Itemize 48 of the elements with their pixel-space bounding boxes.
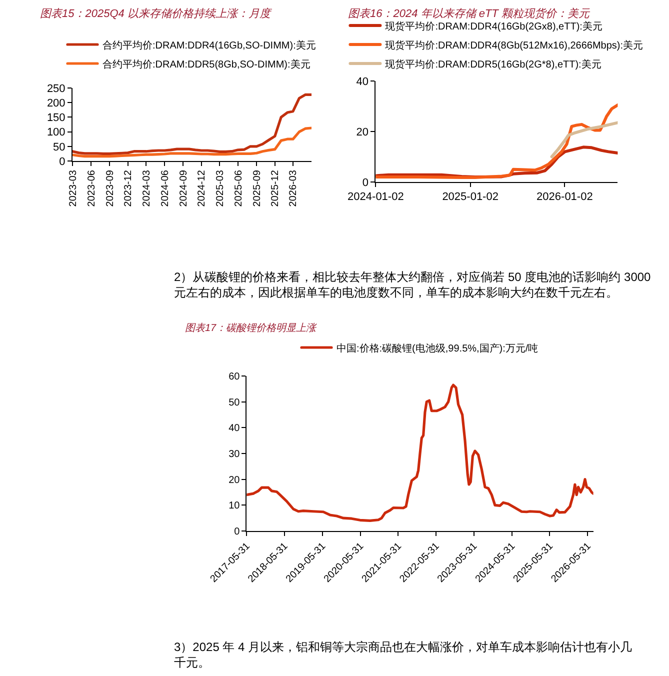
x-tick-label: 2025-01-02 (442, 191, 498, 204)
chart-title: 图表16：2024 年以来存储 eTT 颗粒现货价：美元 (348, 7, 590, 20)
x-tick-label: 2023-12 (123, 170, 134, 207)
legend-label: 现货平均价:DRAM:DDR4(8Gb(512Mx16),2666Mbps):美元 (385, 39, 644, 52)
line-series (376, 103, 618, 179)
y-tick-label: 20 (228, 474, 240, 486)
y-tick-label: 250 (46, 82, 66, 95)
legend-label: 合约平均价:DRAM:DDR4(16Gb,SO-DIMM):美元 (102, 39, 316, 52)
line-series (550, 121, 618, 158)
chart-title: 图表17：碳酸锂价格明显上涨 (185, 322, 318, 334)
legend-label: 中国:价格:碳酸锂(电池级,99.5%,国产):万元/吨 (336, 342, 538, 354)
text: 2）从碳酸锂的价格来看，相比较去年整体大约翻倍，对应倘若 50 度电池的话影响约 3000元左右的成本，因此根据单车的电池度数不同，单车的成本影响大约在数千元左右。 (174, 270, 652, 300)
text: 3）2025 年 4 月以来，铝和铜等大宗商品也在大幅涨价，对单车成本影响估计也有小几千元。 (174, 640, 632, 670)
y-tick-label: 60 (228, 372, 240, 382)
x-tick-label: 2025-03 (214, 170, 226, 207)
line-series (72, 93, 312, 155)
y-tick-label: 200 (46, 97, 66, 110)
chart-title: 图表15：2025Q4 以来存储价格持续上涨：月度 (40, 7, 272, 20)
y-tick-label: 100 (46, 126, 66, 139)
y-tick-label: 150 (46, 112, 66, 124)
y-tick-label: 20 (356, 126, 368, 138)
x-tick-label: 2026-01-02 (536, 191, 593, 204)
x-tick-label: 2024-09 (178, 170, 190, 207)
x-tick-label: 2024-03 (141, 170, 152, 207)
line-series (72, 126, 312, 158)
line-series (246, 384, 594, 522)
y-tick-label: 50 (53, 141, 66, 154)
x-tick-label: 2024-06 (160, 170, 171, 207)
legend-label: 合约平均价:DRAM:DDR5(8Gb,SO-DIMM):美元 (102, 58, 310, 70)
y-tick-label: 0 (234, 526, 240, 538)
x-tick-label: 2023-06 (86, 170, 98, 207)
x-tick-label: 2025-09 (252, 170, 263, 207)
y-tick-label: 50 (228, 397, 240, 408)
y-tick-label: 10 (228, 500, 240, 512)
y-tick-label: 0 (362, 176, 368, 189)
x-tick-label: 2026-03 (288, 170, 300, 207)
x-tick-label: 2023-03 (68, 170, 79, 207)
x-tick-label: 2023-09 (104, 170, 116, 207)
x-tick-label: 2025-06 (233, 170, 244, 207)
x-tick-label: 2025-12 (270, 170, 282, 207)
y-tick-label: 40 (228, 423, 240, 434)
y-tick-label: 30 (228, 449, 240, 460)
x-tick-label: 2024-01-02 (348, 191, 404, 204)
y-tick-label: 40 (356, 76, 368, 88)
legend-label: 现货平均价:DRAM:DDR5(16Gb(2G*8),eTT):美元 (385, 58, 602, 70)
x-tick-label: 2024-12 (196, 170, 208, 207)
y-tick-label: 0 (59, 156, 66, 168)
legend-label: 现货平均价:DRAM:DDR4(16Gb(2Gx8),eTT):美元 (385, 20, 602, 32)
